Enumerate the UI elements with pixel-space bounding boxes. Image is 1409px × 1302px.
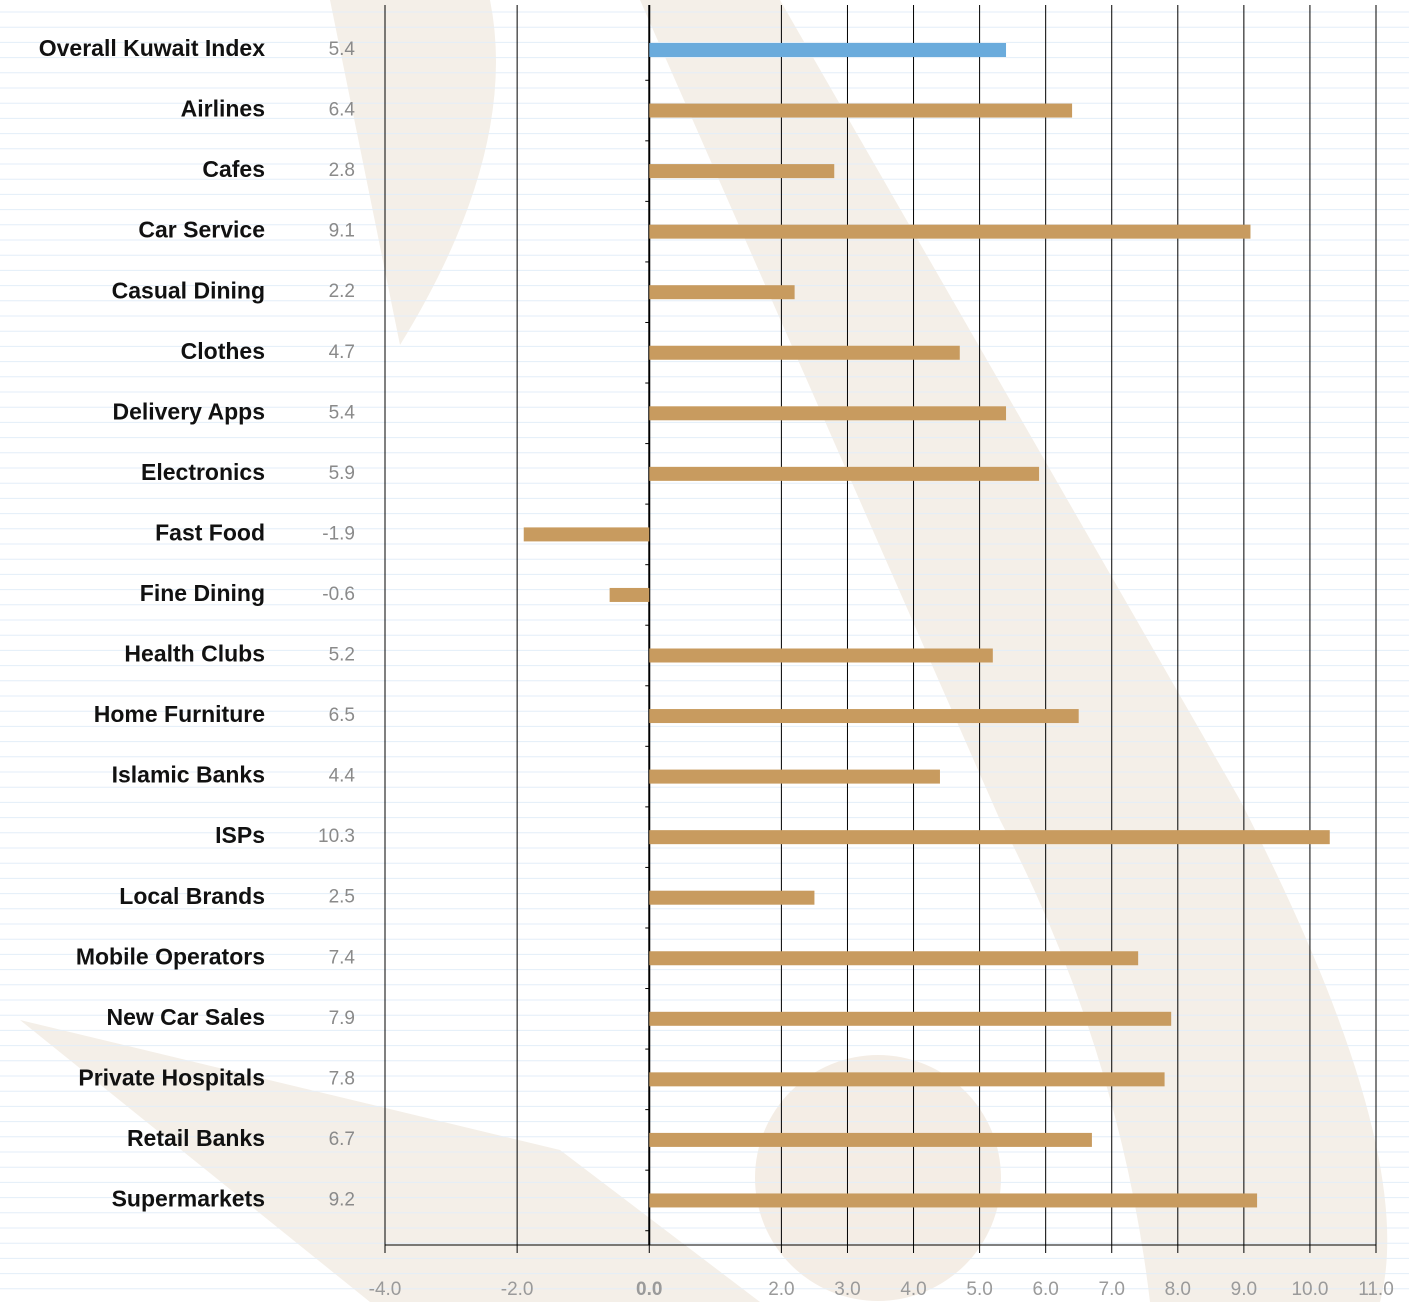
bar — [649, 285, 795, 300]
category-label: Supermarkets — [112, 1186, 265, 1212]
x-tick-label: 7.0 — [1099, 1279, 1125, 1300]
value-label: 2.5 — [329, 887, 355, 908]
x-tick-label: -4.0 — [369, 1279, 402, 1300]
x-tick-label: 3.0 — [834, 1279, 860, 1300]
bar — [649, 769, 940, 784]
bar — [649, 43, 1007, 57]
value-label: 9.2 — [329, 1189, 355, 1210]
value-label: 2.2 — [329, 281, 355, 302]
x-tick-label: 5.0 — [966, 1279, 992, 1300]
category-label: Retail Banks — [127, 1125, 265, 1151]
category-label: Islamic Banks — [112, 762, 265, 788]
category-label: ISPs — [215, 822, 265, 848]
category-label: Car Service — [138, 217, 265, 243]
value-label: 6.5 — [329, 705, 355, 726]
bar — [649, 709, 1079, 724]
x-tick-label: -2.0 — [501, 1279, 534, 1300]
x-tick-label: 2.0 — [768, 1279, 794, 1300]
bar — [649, 406, 1007, 421]
bar — [649, 1193, 1258, 1208]
category-label: Local Brands — [119, 883, 265, 909]
value-label: -0.6 — [322, 584, 355, 605]
background-decoration — [20, 0, 1388, 1302]
bar — [649, 830, 1330, 845]
bar — [649, 164, 835, 179]
bar — [649, 951, 1139, 966]
x-tick-label: 10.0 — [1291, 1279, 1328, 1300]
bar — [649, 1072, 1165, 1087]
x-tick-label: 0.0 — [636, 1279, 662, 1300]
category-label: Clothes — [181, 338, 265, 364]
bar — [649, 224, 1251, 239]
category-label: Fine Dining — [140, 580, 265, 606]
bar — [523, 527, 650, 542]
value-label: 6.4 — [329, 100, 356, 121]
value-label: 5.2 — [329, 645, 355, 666]
bar — [649, 466, 1040, 481]
value-label: 9.1 — [329, 221, 355, 242]
category-label: Health Clubs — [124, 641, 265, 667]
category-label: Home Furniture — [94, 701, 265, 727]
bar — [649, 648, 993, 663]
value-label: 7.4 — [329, 947, 356, 968]
bar — [609, 587, 650, 602]
value-label: 7.8 — [329, 1068, 355, 1089]
category-label: Cafes — [202, 156, 265, 182]
value-label: 4.4 — [329, 766, 356, 787]
value-label: 6.7 — [329, 1129, 355, 1150]
bar — [649, 103, 1073, 118]
value-label: 5.4 — [329, 39, 356, 60]
category-label: New Car Sales — [106, 1004, 265, 1030]
value-label: 7.9 — [329, 1008, 355, 1029]
x-tick-label: 6.0 — [1032, 1279, 1058, 1300]
value-label: 10.3 — [318, 826, 355, 847]
value-label: 4.7 — [329, 342, 355, 363]
x-tick-label: 11.0 — [1358, 1279, 1394, 1300]
bar — [649, 890, 815, 905]
category-label: Delivery Apps — [112, 398, 265, 424]
x-tick-label: 4.0 — [900, 1279, 926, 1300]
category-label: Private Hospitals — [78, 1064, 265, 1090]
category-label: Casual Dining — [112, 277, 265, 303]
x-tick-label: 8.0 — [1165, 1279, 1191, 1300]
value-label: -1.9 — [322, 523, 355, 544]
value-label: 5.4 — [329, 402, 356, 423]
bar — [649, 1011, 1172, 1026]
x-tick-label: 9.0 — [1231, 1279, 1257, 1300]
category-label: Electronics — [141, 459, 265, 485]
category-label: Airlines — [181, 96, 265, 122]
value-label: 2.8 — [329, 160, 355, 181]
bar — [649, 1132, 1092, 1147]
category-label: Fast Food — [155, 519, 265, 545]
category-label: Overall Kuwait Index — [39, 35, 265, 61]
value-label: 5.9 — [329, 463, 355, 484]
category-label: Mobile Operators — [76, 943, 265, 969]
bar — [649, 345, 960, 360]
